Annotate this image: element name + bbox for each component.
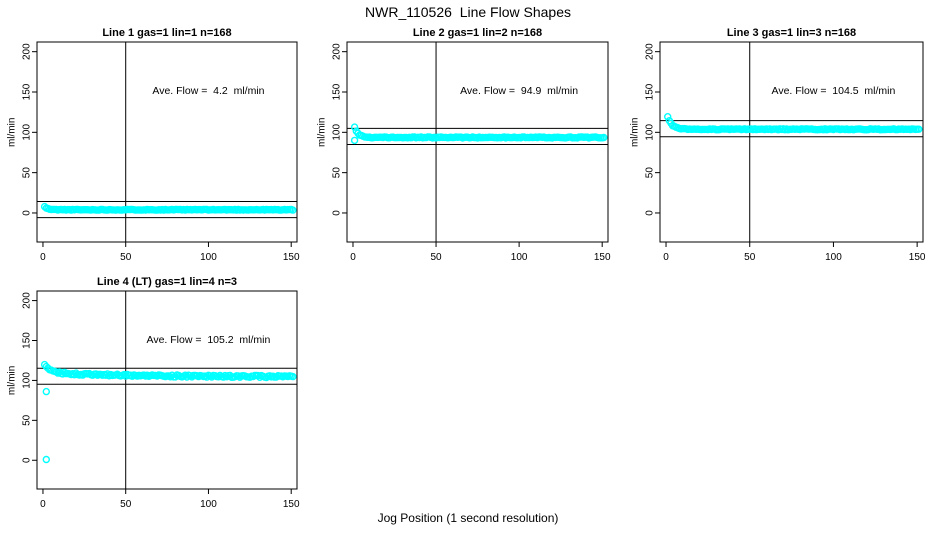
x-tick-label: 100 [825,252,842,263]
x-tick-label: 50 [744,252,756,263]
data-point [60,368,69,377]
y-tick-label: 100 [22,372,33,389]
x-axis-label: Jog Position (1 second resolution) [377,511,559,525]
y-axis-title: ml/min [7,118,18,147]
panel-line-3: Line 3 gas=1 lin=3 n=168 0 50 100 150 0 50 100… [623,20,936,284]
ave-flow-annotation: Ave. Flow = 105.2 ml/min [146,333,271,346]
data-point [289,372,297,381]
ave-flow-annotation: Ave. Flow = 4.2 ml/min [152,85,265,97]
data-point [128,372,137,380]
data-point [350,123,359,131]
x-tick-label: 0 [40,252,46,263]
plot-area: 0 50 100 150 0 50 100 150 200 ml/min [7,290,300,510]
panel-title: Line 1 gas=1 lin=1 n=168 [102,27,232,39]
x-tick-label: 100 [511,252,528,263]
panel-title: Line 4 (LT) gas=1 lin=4 n=3 [96,276,238,288]
y-tick-label: 100 [645,124,656,141]
y-tick-label: 100 [332,124,343,141]
x-tick-label: 100 [200,499,217,510]
main-title: NWR_110526 Line Flow Shapes [365,4,571,20]
x-tick-label: 0 [40,499,46,510]
outlier-point [42,387,50,396]
y-tick-label: 200 [22,292,33,309]
ave-flow-annotation: Ave. Flow = 94.9 ml/min [460,85,579,97]
data-point [214,373,223,381]
data-point [219,373,228,381]
data-points [350,123,608,145]
data-point [92,370,100,378]
x-tick-label: 150 [909,252,926,263]
x-tick-label: 0 [663,252,669,263]
outlier-point [42,455,50,464]
panel-line-4: Line 4 (LT) gas=1 lin=4 n=3 0 50 100 150 0 50… [0,269,311,531]
y-tick-label: 200 [645,43,656,60]
x-tick-label: 50 [120,252,132,263]
ave-flow-annotation: Ave. Flow = 104.5 ml/min [771,85,896,97]
plot-area: 0 50 100 150 0 50 100 150 200 ml/min [630,41,926,263]
y-tick-label: 150 [645,83,656,100]
data-point [289,206,297,214]
y-tick-label: 200 [332,43,343,60]
y-tick-label: 50 [645,167,656,179]
outlier-point [350,136,359,145]
x-tick-label: 50 [120,499,132,510]
data-points [40,202,297,214]
data-point [600,133,608,142]
y-tick-label: 150 [22,332,33,349]
x-tick-label: 100 [200,252,217,263]
y-tick-label: 0 [645,210,656,216]
plot-box [36,290,298,490]
y-tick-label: 50 [22,414,33,426]
data-point [181,371,190,379]
y-tick-label: 150 [22,83,33,100]
plot-box [36,41,298,243]
data-points [664,112,923,134]
plot-area: 0 50 100 150 0 50 100 150 200 ml/min [317,41,611,263]
data-points [40,360,297,464]
plot-area: 0 50 100 150 0 50 100 150 200 ml/min [7,41,300,263]
y-axis-title: ml/min [630,118,641,147]
y-tick-label: 50 [22,167,33,179]
plot-box [346,41,609,243]
data-point [183,373,191,381]
data-point [105,372,113,380]
data-point [102,371,110,379]
y-tick-label: 150 [332,83,343,100]
x-tick-label: 150 [283,252,300,263]
panel-title: Line 3 gas=1 lin=3 n=168 [726,27,857,39]
y-tick-label: 200 [22,43,33,60]
y-tick-label: 100 [22,124,33,141]
panel-line-1: Line 1 gas=1 lin=1 n=168 0 50 100 150 0 50 100… [0,20,311,284]
x-tick-label: 50 [430,252,442,263]
y-axis-title: ml/min [317,118,328,147]
x-tick-label: 150 [594,252,611,263]
data-point [254,371,262,380]
y-tick-label: 0 [22,457,33,463]
data-point [915,125,923,133]
data-point [203,373,211,381]
x-tick-label: 0 [350,252,356,263]
y-tick-label: 0 [332,210,343,216]
data-point [166,373,175,381]
plot-box [659,41,924,243]
panel-title: Line 2 gas=1 lin=2 n=168 [412,27,543,39]
data-point [664,112,672,121]
panel-line-2: Line 2 gas=1 lin=2 n=168 0 50 100 150 0 50 100… [310,20,622,284]
y-axis-title: ml/min [7,366,18,395]
x-tick-label: 150 [283,499,300,510]
y-tick-label: 50 [332,167,343,179]
y-tick-label: 0 [22,210,33,216]
